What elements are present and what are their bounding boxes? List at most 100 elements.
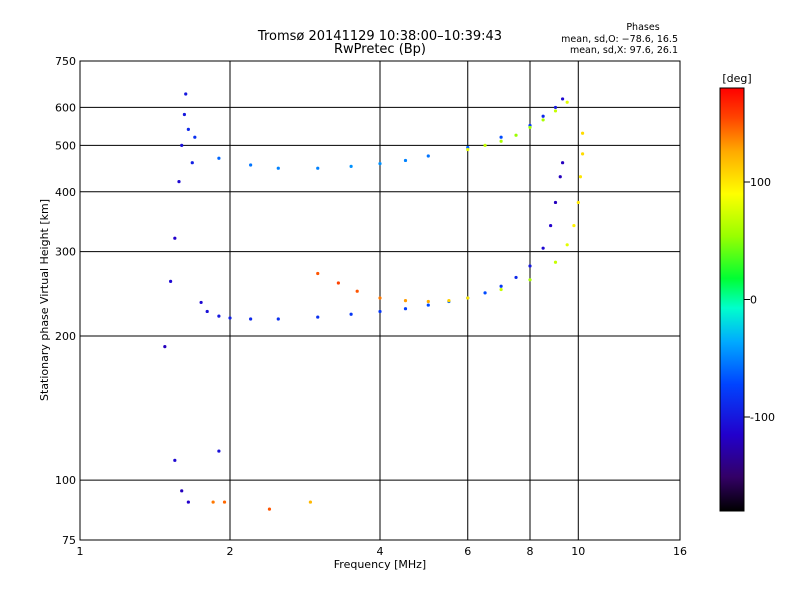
- data-point: [173, 458, 177, 462]
- data-point: [205, 309, 209, 314]
- y-tick-label: 750: [55, 55, 76, 68]
- y-axis-label: Stationary phase Virtual Height [km]: [38, 199, 51, 401]
- data-point: [190, 161, 194, 165]
- data-point: [528, 125, 532, 130]
- colorbar: [deg] 100 0 -100: [719, 72, 775, 512]
- chart-subtitle: RwPretec (Bp): [334, 42, 426, 57]
- data-point: [572, 223, 576, 228]
- data-point: [177, 180, 181, 184]
- data-point: [403, 307, 408, 311]
- colorbar-tick-label: 0: [750, 294, 757, 307]
- x-tick-label: 1: [77, 545, 84, 558]
- data-point: [580, 131, 585, 135]
- data-point: [528, 278, 532, 282]
- data-point: [447, 299, 451, 303]
- data-point: [173, 236, 177, 240]
- data-point: [222, 500, 227, 504]
- data-point: [403, 158, 408, 163]
- chart-title: Tromsø 20141129 10:38:00–10:39:43: [257, 29, 502, 44]
- stats-line-o: mean, sd,O: −78.6, 16.5: [561, 34, 678, 45]
- colorbar-ticks: 100 0 -100: [744, 176, 775, 424]
- data-point: [217, 449, 221, 453]
- data-point: [184, 92, 188, 96]
- y-tick-label: 200: [55, 330, 76, 343]
- data-point: [249, 163, 253, 167]
- x-tick-label: 2: [227, 545, 234, 558]
- data-point: [514, 133, 518, 137]
- data-point: [499, 287, 503, 292]
- data-point: [426, 299, 430, 304]
- data-point: [249, 317, 253, 321]
- data-point: [553, 109, 558, 113]
- grid: [80, 61, 680, 540]
- data-point: [483, 291, 487, 295]
- x-tick-label: 6: [464, 545, 471, 558]
- y-tick-label: 500: [55, 139, 76, 152]
- data-point: [182, 112, 186, 117]
- data-point: [217, 156, 221, 160]
- data-point: [580, 152, 585, 156]
- data-point: [267, 507, 272, 511]
- data-point: [528, 264, 532, 268]
- colorbar-tick-label: -100: [750, 411, 775, 424]
- data-point: [560, 161, 565, 165]
- data-point: [228, 316, 232, 320]
- data-point: [565, 243, 569, 247]
- y-tick-label: 600: [55, 101, 76, 114]
- data-point: [186, 127, 190, 131]
- data-point: [558, 175, 562, 179]
- data-point: [163, 345, 167, 349]
- data-point: [199, 300, 203, 305]
- y-tick-label: 300: [55, 246, 76, 259]
- data-point: [193, 135, 197, 139]
- data-point: [541, 118, 545, 122]
- data-point: [276, 317, 280, 321]
- data-point: [553, 200, 558, 205]
- data-point: [514, 275, 518, 280]
- data-point: [499, 139, 503, 143]
- stats-heading: Phases: [626, 22, 659, 33]
- data-point: [180, 143, 184, 147]
- data-point: [576, 200, 580, 205]
- data-point: [541, 246, 545, 250]
- data-point: [169, 279, 173, 283]
- data-point: [349, 312, 353, 316]
- x-tick-label: 8: [527, 545, 534, 558]
- data-point: [426, 154, 430, 158]
- data-point: [308, 500, 313, 504]
- data-point: [403, 299, 408, 303]
- data-point: [553, 105, 558, 110]
- y-axis-ticks: 75 100 200 300 400 500 600 750: [55, 55, 76, 547]
- data-point: [378, 161, 382, 166]
- data-point: [541, 114, 545, 118]
- x-tick-label: 10: [571, 545, 585, 558]
- data-point: [549, 223, 553, 228]
- data-point: [578, 175, 583, 179]
- data-point: [336, 281, 340, 285]
- data-point: [426, 303, 430, 307]
- plot-frame: [79, 60, 681, 541]
- data-point: [466, 296, 470, 300]
- y-tick-label: 75: [62, 534, 76, 547]
- data-point: [499, 135, 503, 139]
- data-point: [217, 314, 221, 318]
- stats-line-x: mean, sd,X: 97.6, 26.1: [570, 45, 678, 56]
- data-point: [565, 100, 569, 104]
- data-point: [316, 166, 320, 170]
- data-point: [378, 309, 382, 314]
- data-point: [276, 166, 280, 170]
- data-point: [186, 500, 190, 504]
- colorbar-gradient: [719, 87, 745, 512]
- data-points: [163, 92, 585, 511]
- colorbar-tick-label: 100: [750, 176, 771, 189]
- y-tick-label: 100: [55, 474, 76, 487]
- data-point: [466, 147, 470, 152]
- data-point: [349, 164, 353, 168]
- data-point: [499, 284, 503, 288]
- data-point: [355, 289, 359, 293]
- y-tick-label: 400: [55, 186, 76, 199]
- data-point: [180, 489, 184, 493]
- colorbar-label: [deg]: [722, 72, 751, 85]
- data-point: [483, 143, 487, 147]
- data-point: [560, 97, 565, 101]
